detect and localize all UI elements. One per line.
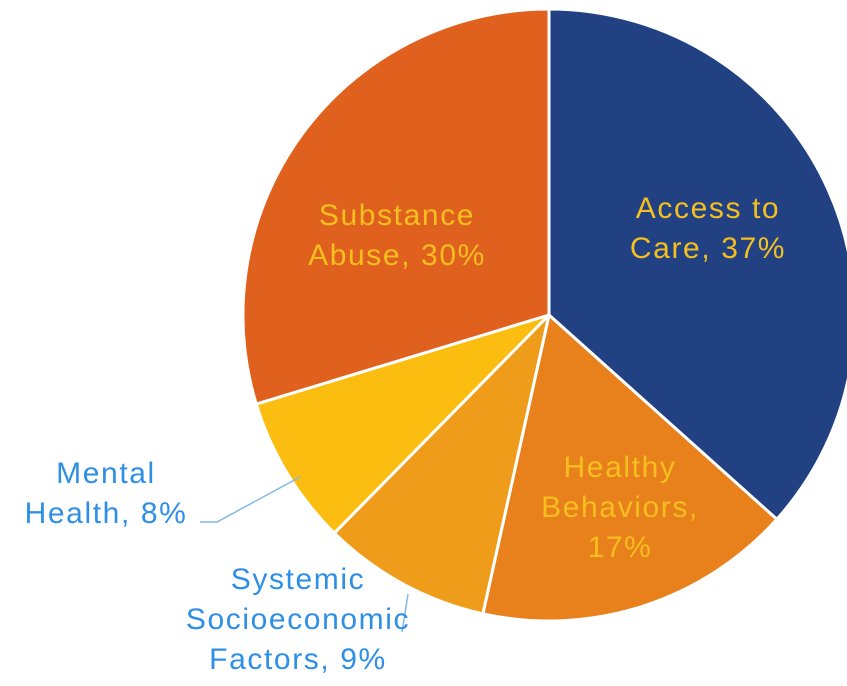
data-label-mental-health: Mental Health, 8%: [25, 457, 188, 530]
pie-slices: [243, 9, 847, 621]
data-label-line: 17%: [588, 531, 653, 564]
data-label-line: Care, 37%: [630, 232, 786, 265]
data-label-line: Factors, 9%: [209, 643, 387, 676]
data-label-line: Health, 8%: [25, 497, 188, 530]
data-label-line: Socioeconomic: [186, 603, 410, 636]
data-label-systemic-socioeconomic-factors: Systemic Socioeconomic Factors, 9%: [186, 563, 410, 676]
data-label-line: Substance: [319, 199, 475, 232]
data-label-line: Mental: [56, 457, 156, 490]
data-label-line: Systemic: [231, 563, 366, 596]
data-label-line: Behaviors,: [541, 491, 699, 524]
data-label-line: Access to: [636, 192, 780, 225]
data-label-line: Abuse, 30%: [308, 239, 486, 272]
data-label-line: Healthy: [564, 451, 677, 484]
leader-line-mental-health: [200, 477, 300, 522]
